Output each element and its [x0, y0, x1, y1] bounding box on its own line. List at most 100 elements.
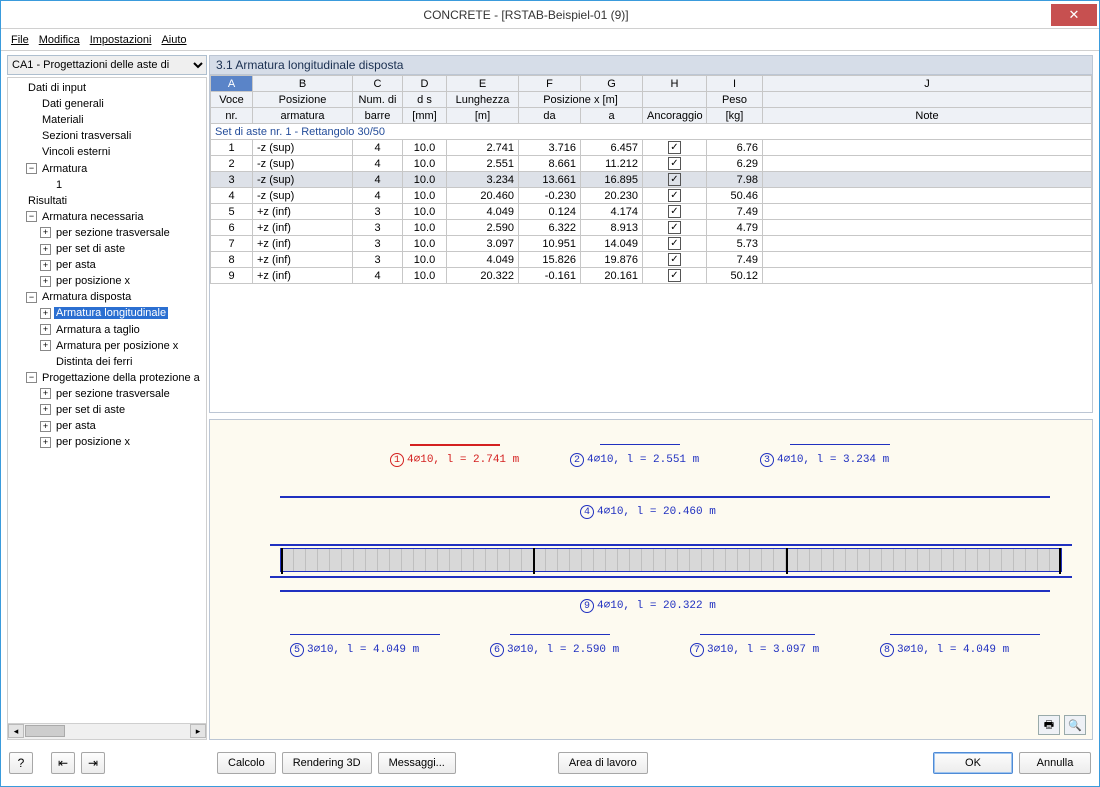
tree-armatura-1[interactable]: 1	[40, 177, 206, 193]
scroll-right-icon[interactable]: ▸	[190, 724, 206, 738]
menu-file[interactable]: File	[11, 34, 29, 46]
table-row[interactable]: 2-z (sup)410.02.5518.66111.2126.29	[211, 156, 1092, 172]
calc-button[interactable]: Calcolo	[217, 752, 276, 774]
rebar-tag: 34⌀10, l = 3.234 m	[760, 452, 889, 467]
expand-icon[interactable]: +	[40, 324, 51, 335]
table-row[interactable]: 1-z (sup)410.02.7413.7166.4576.76	[211, 140, 1092, 156]
tree-vincoli[interactable]: Vincoli esterni	[26, 144, 206, 160]
tree-dati-generali[interactable]: Dati generali	[26, 96, 206, 112]
tree-nec-set[interactable]: +per set di aste	[40, 241, 206, 257]
tree-prot-set[interactable]: +per set di aste	[40, 402, 206, 418]
beam	[280, 548, 1062, 572]
expand-icon[interactable]: +	[40, 227, 51, 238]
rebar-tag: 63⌀10, l = 2.590 m	[490, 642, 619, 657]
rebar-tag: 94⌀10, l = 20.322 m	[580, 598, 716, 613]
anchor-checkbox[interactable]	[668, 269, 681, 281]
col-letter[interactable]: B	[253, 76, 353, 92]
expand-icon[interactable]: +	[40, 404, 51, 415]
tree-nec-sezione[interactable]: +per sezione trasversale	[40, 225, 206, 241]
ok-button[interactable]: OK	[933, 752, 1013, 774]
rebar-tag: 44⌀10, l = 20.460 m	[580, 504, 716, 519]
expand-icon[interactable]: +	[40, 421, 51, 432]
render3d-button[interactable]: Rendering 3D	[282, 752, 372, 774]
table-row[interactable]: 7+z (inf)310.03.09710.95114.0495.73	[211, 236, 1092, 252]
expand-icon[interactable]: +	[40, 276, 51, 287]
tree-disp-long[interactable]: +Armatura longitudinale	[40, 305, 206, 321]
tree-arm-necessaria[interactable]: −Armatura necessaria +per sezione trasve…	[26, 209, 206, 289]
tree-nec-asta[interactable]: +per asta	[40, 257, 206, 273]
scroll-thumb[interactable]	[25, 725, 65, 737]
col-letter[interactable]: G	[581, 76, 643, 92]
tree-arm-disposta[interactable]: −Armatura disposta +Armatura longitudina…	[26, 289, 206, 369]
tree-disp-taglio[interactable]: +Armatura a taglio	[40, 321, 206, 337]
anchor-checkbox[interactable]	[668, 173, 681, 185]
tree-protezione[interactable]: −Progettazione della protezione a +per s…	[26, 370, 206, 450]
col-letter[interactable]: H	[643, 76, 707, 92]
menu-edit[interactable]: Modifica	[39, 34, 80, 46]
expand-icon[interactable]: +	[40, 388, 51, 399]
tree-sezioni[interactable]: Sezioni trasversali	[26, 128, 206, 144]
diagram-zoom-button[interactable]: 🔍	[1064, 715, 1086, 735]
collapse-icon[interactable]: −	[26, 211, 37, 222]
table-row[interactable]: 3-z (sup)410.03.23413.66116.8957.98	[211, 172, 1092, 188]
anchor-checkbox[interactable]	[668, 205, 681, 217]
table-row[interactable]: 5+z (inf)310.04.0490.1244.1747.49	[211, 204, 1092, 220]
tree-hscroll[interactable]: ◂ ▸	[7, 724, 207, 740]
tree-disp-distinta[interactable]: Distinta dei ferri	[40, 354, 206, 370]
rebar-line	[280, 496, 1050, 498]
tree-risultati[interactable]: Risultati −Armatura necessaria +per sezi…	[12, 193, 206, 451]
expand-icon[interactable]: +	[40, 340, 51, 351]
col-letter[interactable]: C	[353, 76, 403, 92]
menu-settings[interactable]: Impostazioni	[90, 34, 152, 46]
tree-prot-posx[interactable]: +per posizione x	[40, 434, 206, 450]
close-button[interactable]: ✕	[1051, 4, 1097, 26]
rebar-line	[700, 634, 815, 635]
table-row[interactable]: 8+z (inf)310.04.04915.82619.8767.49	[211, 252, 1092, 268]
collapse-icon[interactable]: −	[26, 163, 37, 174]
tree-armatura[interactable]: −Armatura 1	[26, 160, 206, 192]
col-letter[interactable]: I	[707, 76, 763, 92]
tree-disp-posx[interactable]: +Armatura per posizione x	[40, 338, 206, 354]
section-row[interactable]: Set di aste nr. 1 - Rettangolo 30/50	[211, 124, 1092, 140]
tree-nec-posx[interactable]: +per posizione x	[40, 273, 206, 289]
expand-icon[interactable]: +	[40, 437, 51, 448]
col-letter[interactable]: F	[519, 76, 581, 92]
col-letter[interactable]: J	[763, 76, 1092, 92]
messages-button[interactable]: Messaggi...	[378, 752, 456, 774]
workspace-button[interactable]: Area di lavoro	[558, 752, 648, 774]
cancel-button[interactable]: Annulla	[1019, 752, 1091, 774]
rebar-line	[280, 590, 1050, 592]
expand-icon[interactable]: +	[40, 260, 51, 271]
rebar-tag: 53⌀10, l = 4.049 m	[290, 642, 419, 657]
col-letter[interactable]: E	[447, 76, 519, 92]
col-letter[interactable]: A	[211, 76, 253, 92]
col-letter[interactable]: D	[403, 76, 447, 92]
anchor-checkbox[interactable]	[668, 237, 681, 249]
loadcase-select[interactable]: CA1 - Progettazioni delle aste di	[7, 55, 207, 75]
tree-materiali[interactable]: Materiali	[26, 112, 206, 128]
menu-help[interactable]: Aiuto	[161, 34, 186, 46]
scroll-left-icon[interactable]: ◂	[8, 724, 24, 738]
next-button[interactable]: ⇥	[81, 752, 105, 774]
help-button[interactable]: ?	[9, 752, 33, 774]
expand-icon[interactable]: +	[40, 308, 51, 319]
results-table[interactable]: ABCDEFGHIJVocePosizioneNum. did sLunghez…	[210, 75, 1092, 284]
anchor-checkbox[interactable]	[668, 141, 681, 153]
anchor-checkbox[interactable]	[668, 221, 681, 233]
anchor-checkbox[interactable]	[668, 157, 681, 169]
anchor-checkbox[interactable]	[668, 253, 681, 265]
table-row[interactable]: 6+z (inf)310.02.5906.3228.9134.79	[211, 220, 1092, 236]
collapse-icon[interactable]: −	[26, 292, 37, 303]
table-row[interactable]: 4-z (sup)410.020.460-0.23020.23050.46	[211, 188, 1092, 204]
expand-icon[interactable]: +	[40, 244, 51, 255]
diagram-print-button[interactable]: 🖶	[1038, 715, 1060, 735]
table-row[interactable]: 9+z (inf)410.020.322-0.16120.16150.12	[211, 268, 1092, 284]
collapse-icon[interactable]: −	[26, 372, 37, 383]
rebar-line	[790, 444, 890, 445]
prev-button[interactable]: ⇤	[51, 752, 75, 774]
tree-input[interactable]: Dati di input Dati generali Materiali Se…	[12, 80, 206, 193]
tree-prot-asta[interactable]: +per asta	[40, 418, 206, 434]
rebar-tag: 83⌀10, l = 4.049 m	[880, 642, 1009, 657]
tree-prot-sezione[interactable]: +per sezione trasversale	[40, 386, 206, 402]
anchor-checkbox[interactable]	[668, 189, 681, 201]
